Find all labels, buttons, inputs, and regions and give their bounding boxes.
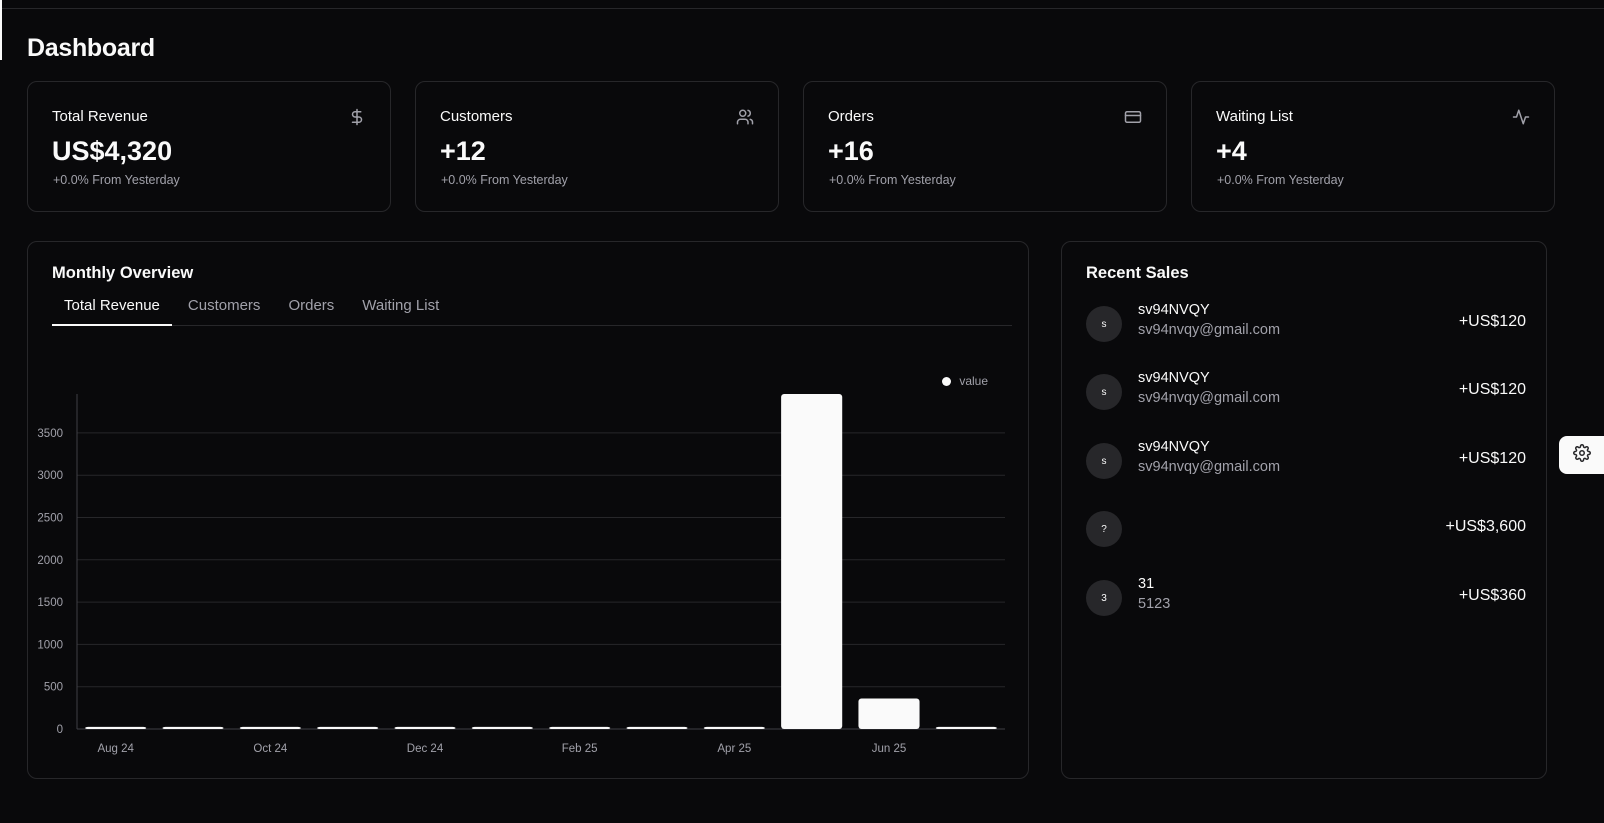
bar-sep-24 xyxy=(162,726,224,729)
sale-amount: +US$360 xyxy=(1458,587,1526,604)
gear-icon xyxy=(1572,443,1591,467)
sale-row: ? +US$3,600 xyxy=(1086,510,1526,550)
sidebar-edge xyxy=(0,0,2,60)
tab-total-revenue[interactable]: Total Revenue xyxy=(52,294,172,326)
x-tick-label: Feb 25 xyxy=(562,743,598,755)
activity-icon xyxy=(1512,108,1530,126)
bar-aug-24 xyxy=(85,726,147,729)
sale-row: s sv94NVQY sv94nvqy@gmail.com +US$120 xyxy=(1086,439,1526,482)
monthly-overview-panel: Monthly Overview Total Revenue Customers… xyxy=(27,241,1029,779)
sale-row: s sv94NVQY sv94nvqy@gmail.com +US$120 xyxy=(1086,302,1526,345)
dollar-icon xyxy=(348,108,366,126)
bar-apr-25 xyxy=(703,726,765,729)
stat-change: +0.0% From Yesterday xyxy=(441,173,568,187)
bar-jul-25 xyxy=(935,726,997,729)
avatar: s xyxy=(1086,374,1122,410)
stat-label: Waiting List xyxy=(1216,108,1293,125)
stat-value: +16 xyxy=(828,136,874,166)
sale-customer-email: sv94nvqy@gmail.com xyxy=(1138,390,1281,406)
overview-tabs: Total Revenue Customers Orders Waiting L… xyxy=(52,294,1012,326)
sale-row: 3 31 5123 +US$360 xyxy=(1086,576,1526,619)
avatar: s xyxy=(1086,443,1122,479)
tab-customers[interactable]: Customers xyxy=(187,297,261,314)
settings-button[interactable] xyxy=(1559,436,1604,474)
bar-dec-24 xyxy=(394,726,456,729)
tab-waiting-list[interactable]: Waiting List xyxy=(362,297,440,314)
panel-title: Monthly Overview xyxy=(52,264,194,282)
sale-amount: +US$120 xyxy=(1458,381,1526,398)
sale-customer-email: sv94nvqy@gmail.com xyxy=(1138,459,1281,475)
bar-feb-25 xyxy=(549,726,611,729)
stat-label: Orders xyxy=(828,108,874,125)
revenue-bar-chart: 0 500 1000 1500 2000 2500 3000 3500 Aug 24 Oct 24… xyxy=(37,394,1005,755)
stat-card-total-revenue: Total Revenue US$4,320 +0.0% From Yester… xyxy=(27,81,391,212)
sale-amount: +US$120 xyxy=(1458,450,1526,467)
y-tick-label: 3000 xyxy=(37,470,63,482)
y-tick-label: 1500 xyxy=(37,597,63,609)
x-tick-label: Dec 24 xyxy=(407,743,444,755)
sale-customer-email: 5123 xyxy=(1138,596,1171,612)
page-title: Dashboard xyxy=(27,34,155,62)
chart-legend: value xyxy=(942,374,988,388)
users-icon xyxy=(736,108,754,126)
y-tick-label: 2000 xyxy=(37,555,63,567)
bar-jan-25 xyxy=(471,726,533,729)
top-divider xyxy=(0,8,1604,9)
x-tick-label: Apr 25 xyxy=(717,743,751,755)
tab-orders[interactable]: Orders xyxy=(288,297,335,314)
stat-change: +0.0% From Yesterday xyxy=(53,173,180,187)
stat-label: Customers xyxy=(440,108,513,125)
credit-card-icon xyxy=(1124,108,1142,126)
y-tick-label: 1000 xyxy=(37,639,63,651)
sale-row: s sv94NVQY sv94nvqy@gmail.com +US$120 xyxy=(1086,370,1526,413)
stat-card-orders: Orders +16 +0.0% From Yesterday xyxy=(803,81,1167,212)
stat-change: +0.0% From Yesterday xyxy=(1217,173,1344,187)
panel-title: Recent Sales xyxy=(1086,264,1189,282)
stat-value: +4 xyxy=(1216,136,1247,166)
x-tick-label: Aug 24 xyxy=(97,743,134,755)
bar-jun-25 xyxy=(858,698,920,729)
stat-card-waiting-list: Waiting List +4 +0.0% From Yesterday xyxy=(1191,81,1555,212)
x-tick-label: Jun 25 xyxy=(872,743,907,755)
bar-nov-24 xyxy=(317,726,379,729)
avatar: ? xyxy=(1086,511,1122,547)
y-tick-label: 3500 xyxy=(37,428,63,440)
avatar: s xyxy=(1086,306,1122,342)
sale-customer-name: 31 xyxy=(1138,576,1155,592)
bar-mar-25 xyxy=(626,726,688,729)
legend-swatch xyxy=(942,376,952,386)
stat-card-customers: Customers +12 +0.0% From Yesterday xyxy=(415,81,779,212)
avatar: 3 xyxy=(1086,580,1122,616)
sale-customer-name: sv94NVQY xyxy=(1138,439,1210,455)
stat-value: +12 xyxy=(440,136,486,166)
x-tick-label: Oct 24 xyxy=(253,743,287,755)
sale-customer-name: sv94NVQY xyxy=(1138,302,1210,318)
sale-customer-email: sv94nvqy@gmail.com xyxy=(1138,322,1281,338)
bar-oct-24 xyxy=(239,726,301,729)
legend-label: value xyxy=(959,374,988,388)
stat-change: +0.0% From Yesterday xyxy=(829,173,956,187)
recent-sales-panel: Recent Sales s sv94NVQY sv94nvqy@gmail.c… xyxy=(1061,241,1547,779)
y-tick-label: 0 xyxy=(57,724,63,736)
sale-customer-name: sv94NVQY xyxy=(1138,370,1210,386)
sale-amount: +US$120 xyxy=(1458,313,1526,330)
sale-amount: +US$3,600 xyxy=(1445,518,1526,535)
stat-label: Total Revenue xyxy=(52,108,148,125)
stat-value: US$4,320 xyxy=(52,136,173,166)
y-tick-label: 500 xyxy=(44,682,63,694)
bar-may-25 xyxy=(781,394,843,729)
y-tick-label: 2500 xyxy=(37,513,63,525)
